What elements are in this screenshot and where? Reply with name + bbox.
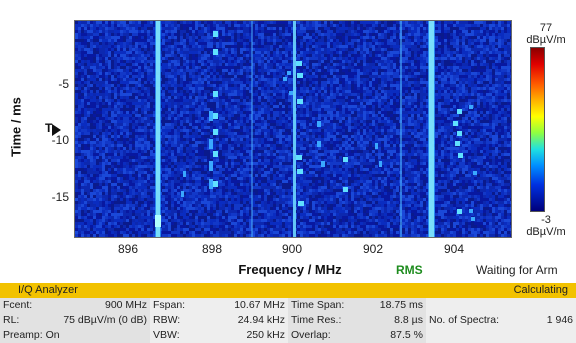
fcent-label: Fcent:: [0, 298, 60, 313]
spectra-count-value: 1 946: [526, 313, 576, 328]
spectra-count-label: No. of Spectra:: [426, 313, 526, 328]
y-tick-label: -10: [51, 133, 69, 147]
colorbar-max-unit: dBµV/m: [526, 34, 566, 46]
y-axis-label: Time / ms: [8, 97, 24, 157]
colorbar-min-value: -3: [541, 214, 551, 226]
x-tick-label: 902: [362, 242, 384, 256]
info-row: RL: 75 dBµV/m (0 dB) RBW: 24.94 kHz Time…: [0, 313, 576, 328]
timeres-value: 8.8 µs: [350, 313, 426, 328]
timeres-label: Time Res.:: [288, 313, 350, 328]
trigger-letter: T: [45, 121, 53, 135]
colorbar-max: 77 dBµV/m: [516, 22, 576, 46]
spectrogram-image: [75, 21, 511, 237]
analyzer-state: Calculating: [513, 284, 568, 296]
spectrogram-plot[interactable]: [74, 20, 512, 238]
arm-status: Waiting for Arm: [476, 263, 558, 277]
info-empty-cell: [426, 298, 576, 313]
rbw-label: RBW:: [150, 313, 205, 328]
x-tick-label: 900: [281, 242, 303, 256]
y-tick-label: -5: [58, 77, 69, 91]
colorbar-min: -3 dBµV/m: [516, 214, 576, 238]
vbw-label: VBW:: [150, 328, 205, 343]
fspan-value: 10.67 MHz: [205, 298, 288, 313]
colorbar-scale: [530, 47, 545, 212]
detector-label: RMS: [396, 263, 423, 277]
rl-value: 75 dBµV/m (0 dB): [30, 313, 150, 328]
timespan-label: Time Span:: [288, 298, 350, 313]
overlap-value: 87.5 %: [350, 328, 426, 343]
info-row: Fcent: 900 MHz Fspan: 10.67 MHz Time Spa…: [0, 298, 576, 313]
fcent-value: 900 MHz: [60, 298, 150, 313]
analyzer-title: I/Q Analyzer: [18, 284, 78, 296]
timespan-value: 18.75 ms: [350, 298, 426, 313]
vbw-value: 250 kHz: [205, 328, 288, 343]
rl-label: RL:: [0, 313, 30, 328]
info-row: Preamp: On VBW: 250 kHz Overlap: 87.5 %: [0, 328, 576, 343]
y-tick-label: -15: [51, 190, 69, 204]
overlap-label: Overlap:: [288, 328, 350, 343]
x-tick-label: 904: [443, 242, 465, 256]
x-tick-label: 898: [201, 242, 223, 256]
fspan-label: Fspan:: [150, 298, 205, 313]
analyzer-title-bar: I/Q Analyzer Calculating: [0, 283, 576, 298]
colorbar-min-unit: dBµV/m: [526, 226, 566, 238]
colorbar-max-value: 77: [539, 22, 553, 34]
x-axis-label: Frequency / MHz: [238, 262, 342, 277]
info-empty-cell: [426, 328, 576, 343]
x-tick-label: 896: [117, 242, 139, 256]
rbw-value: 24.94 kHz: [205, 313, 288, 328]
y-axis-label-container: Time / ms: [2, 72, 30, 182]
preamp-status: Preamp: On: [0, 328, 150, 343]
trigger-marker-icon[interactable]: [52, 124, 61, 136]
